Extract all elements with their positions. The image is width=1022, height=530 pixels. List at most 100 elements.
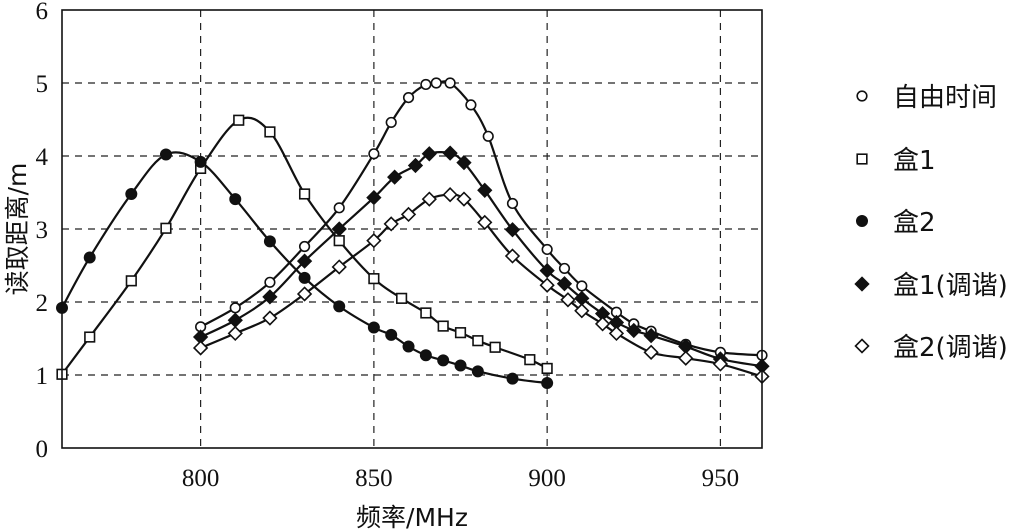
data-point-series-3: [437, 354, 450, 367]
data-point-series-5: [594, 316, 611, 332]
x-axis-label: 频率/MHz: [356, 503, 468, 530]
data-point-series-1: [482, 130, 494, 142]
data-point-series-5: [400, 206, 417, 223]
data-point-series-4: [643, 327, 659, 344]
data-point-series-2: [541, 362, 553, 375]
data-point-series-5: [643, 344, 659, 361]
data-point-series-3: [229, 193, 242, 206]
data-point-series-4: [407, 157, 424, 174]
legend-marker-2: [856, 153, 868, 165]
legend-label-2: 盒1: [893, 146, 936, 176]
data-point-series-3: [298, 271, 311, 284]
data-point-series-3: [402, 340, 415, 353]
data-point-series-5: [560, 292, 576, 308]
data-point-series-1: [506, 197, 519, 210]
legend-label-5: 盒2(调谐): [893, 333, 1008, 363]
data-point-series-4: [442, 145, 458, 161]
data-point-series-3: [333, 300, 346, 313]
data-point-series-1: [444, 77, 456, 89]
y-tick-label: 1: [36, 363, 49, 390]
data-point-series-2: [264, 126, 276, 138]
data-point-series-4: [296, 253, 313, 269]
legend-label-3: 盒2: [893, 208, 936, 238]
data-point-series-5: [678, 350, 694, 366]
data-point-series-1: [430, 77, 442, 89]
data-point-series-3: [194, 155, 207, 168]
data-point-series-3: [159, 148, 172, 161]
data-point-series-4: [477, 182, 493, 198]
data-point-series-4: [626, 322, 642, 339]
data-point-series-5: [192, 340, 209, 356]
data-point-series-3: [541, 377, 554, 390]
data-point-series-1: [298, 240, 311, 253]
data-point-series-3: [385, 328, 398, 341]
data-point-series-4: [504, 222, 521, 238]
data-point-series-4: [387, 169, 403, 185]
data-point-series-2: [125, 275, 137, 287]
y-tick-label: 3: [36, 217, 49, 244]
data-point-series-2: [420, 307, 432, 319]
plot-frame: [61, 9, 763, 449]
data-point-series-2: [489, 341, 501, 353]
data-point-series-4: [227, 312, 243, 328]
data-point-series-3: [419, 349, 432, 362]
data-point-series-5: [712, 356, 729, 372]
data-point-series-5: [504, 248, 521, 264]
data-point-series-1: [333, 202, 345, 214]
data-point-series-1: [420, 78, 432, 91]
data-point-series-3: [83, 251, 96, 264]
data-point-series-5: [331, 259, 347, 275]
data-point-series-1: [385, 116, 397, 129]
data-point-series-4: [421, 146, 437, 162]
data-point-series-4: [366, 189, 382, 206]
data-point-series-5: [383, 216, 399, 232]
legend-label-1: 自由时间: [893, 83, 997, 113]
y-tick-label: 5: [36, 71, 49, 98]
data-point-series-2: [84, 331, 96, 343]
y-tick-label: 4: [36, 144, 49, 171]
data-point-series-4: [539, 262, 555, 279]
data-point-series-1: [465, 99, 477, 111]
data-point-series-5: [421, 191, 437, 207]
data-point-series-4: [456, 154, 472, 171]
data-point-series-1: [576, 280, 588, 292]
data-point-series-3: [506, 372, 519, 385]
data-point-series-2: [368, 273, 380, 285]
data-point-series-3: [471, 365, 484, 378]
data-point-series-4: [331, 221, 347, 237]
data-point-series-4: [262, 289, 278, 305]
x-tick-label: 850: [355, 465, 393, 492]
data-point-series-3: [454, 359, 467, 372]
data-point-series-2: [437, 320, 449, 332]
data-point-series-5: [442, 187, 458, 203]
data-point-series-1: [541, 243, 553, 256]
data-point-series-2: [333, 235, 345, 247]
data-point-series-2: [298, 188, 311, 200]
data-point-series-2: [524, 354, 536, 366]
x-tick-label: 900: [528, 465, 566, 492]
y-axis-label: 读取距离/m: [3, 163, 32, 296]
data-point-series-3: [367, 321, 380, 334]
legend-marker-5: [854, 338, 870, 354]
tick-labels: 800 850 900 950 0 1 2 3 4 5 6: [36, 0, 740, 492]
data-point-series-5: [539, 277, 555, 293]
data-point-series-5: [574, 303, 590, 319]
data-point-series-5: [456, 191, 472, 207]
legend-marker-4: [854, 276, 870, 292]
data-point-series-1: [402, 91, 415, 104]
series-line-5: [200, 193, 763, 378]
data-point-series-5: [477, 214, 493, 231]
data-point-series-2: [472, 335, 484, 347]
data-point-series-4: [556, 276, 573, 292]
data-point-series-3: [125, 187, 138, 200]
legend-label-4: 盒1(调谐): [893, 271, 1008, 301]
data-point-series-2: [454, 327, 467, 339]
data-points: [55, 77, 770, 390]
legend-marker-1: [856, 90, 868, 102]
data-point-series-5: [227, 325, 243, 342]
data-point-series-1: [368, 148, 380, 160]
data-point-series-2: [396, 292, 408, 304]
data-point-series-1: [558, 262, 571, 275]
y-tick-label: 2: [36, 290, 49, 317]
x-tick-label: 800: [182, 465, 220, 492]
